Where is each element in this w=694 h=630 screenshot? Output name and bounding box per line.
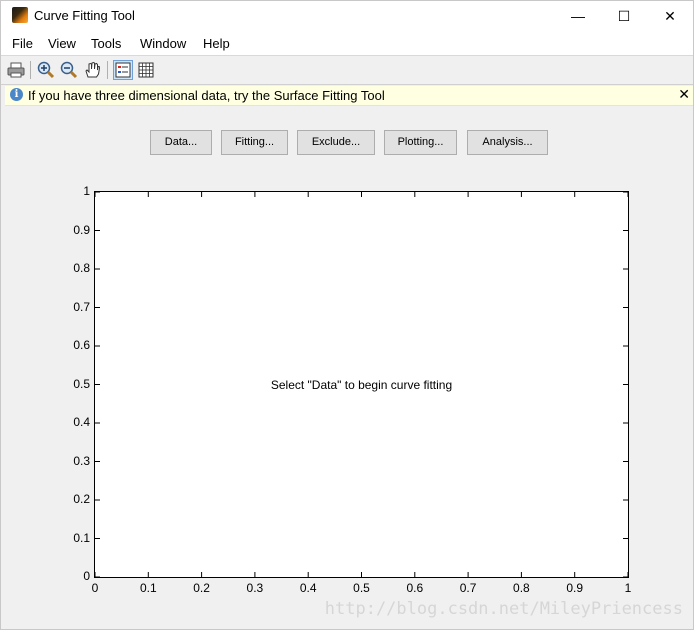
maximize-button[interactable]: ☐ bbox=[617, 8, 631, 24]
y-tick-label: 0.3 bbox=[73, 453, 90, 468]
close-button[interactable]: ✕ bbox=[664, 8, 676, 24]
y-tick-label: 0.8 bbox=[73, 261, 90, 275]
analysis-button[interactable]: Analysis... bbox=[467, 130, 548, 155]
toolbar bbox=[1, 57, 693, 85]
y-tick-label: 0.2 bbox=[73, 492, 90, 506]
menu-tools[interactable]: Tools bbox=[91, 36, 122, 51]
x-tick-label: 0.5 bbox=[353, 581, 370, 595]
title-bar: Curve Fitting Tool — ☐ ✕ bbox=[1, 1, 693, 31]
fitting-button[interactable]: Fitting... bbox=[221, 130, 288, 155]
zoom-out-icon[interactable] bbox=[59, 60, 79, 80]
window-title: Curve Fitting Tool bbox=[34, 8, 135, 23]
y-tick-label: 0.9 bbox=[73, 222, 90, 237]
x-tick-label: 0.4 bbox=[299, 581, 317, 595]
info-close-icon[interactable]: ✕ bbox=[678, 86, 690, 102]
watermark: http://blog.csdn.net/MileyPriencess bbox=[324, 599, 683, 619]
x-tick-label: 0.7 bbox=[459, 581, 477, 595]
info-icon: i bbox=[10, 88, 23, 101]
x-tick-label: 1 bbox=[624, 581, 632, 595]
menu-bar: File View Tools Window Help bbox=[1, 31, 693, 56]
zoom-in-icon[interactable] bbox=[36, 60, 56, 80]
minimize-button[interactable]: — bbox=[571, 8, 585, 24]
matlab-logo-icon bbox=[12, 7, 28, 23]
menu-file[interactable]: File bbox=[12, 36, 33, 51]
data-button[interactable]: Data... bbox=[150, 130, 212, 155]
pan-hand-icon[interactable] bbox=[82, 60, 102, 80]
y-tick-label: 0.1 bbox=[73, 530, 90, 545]
plot-ticks bbox=[95, 192, 628, 577]
x-tick-label: 0.9 bbox=[566, 581, 584, 595]
x-tick-label: 0.8 bbox=[513, 581, 530, 595]
y-tick-label: 0.5 bbox=[73, 376, 90, 391]
plot-message: Select "Data" to begin curve fitting bbox=[270, 378, 453, 392]
legend-icon[interactable] bbox=[113, 60, 133, 80]
x-tick-label: 0.6 bbox=[406, 581, 424, 595]
x-tick-label: 0.1 bbox=[139, 581, 157, 595]
y-tick-label: 0.6 bbox=[73, 338, 90, 352]
menu-window[interactable]: Window bbox=[140, 36, 187, 51]
plot-axes: Select "Data" to begin curve fitting bbox=[94, 191, 629, 578]
info-bar: i If you have three dimensional data, tr… bbox=[5, 86, 693, 106]
menu-help[interactable]: Help bbox=[203, 36, 230, 51]
print-icon[interactable] bbox=[6, 60, 26, 80]
info-message: If you have three dimensional data, try … bbox=[28, 88, 385, 103]
grid-icon[interactable] bbox=[136, 60, 156, 80]
plotting-button[interactable]: Plotting... bbox=[384, 130, 457, 155]
x-tick-label: 0 bbox=[91, 581, 99, 595]
y-tick-label: 0.7 bbox=[73, 299, 90, 314]
y-tick-label: 0 bbox=[83, 569, 90, 583]
exclude-button[interactable]: Exclude... bbox=[297, 130, 375, 155]
menu-view[interactable]: View bbox=[48, 36, 76, 51]
y-tick-label: 0.4 bbox=[73, 415, 90, 429]
x-tick-label: 0.3 bbox=[246, 581, 264, 595]
x-tick-label: 0.2 bbox=[193, 581, 210, 595]
y-tick-label: 1 bbox=[83, 184, 90, 198]
